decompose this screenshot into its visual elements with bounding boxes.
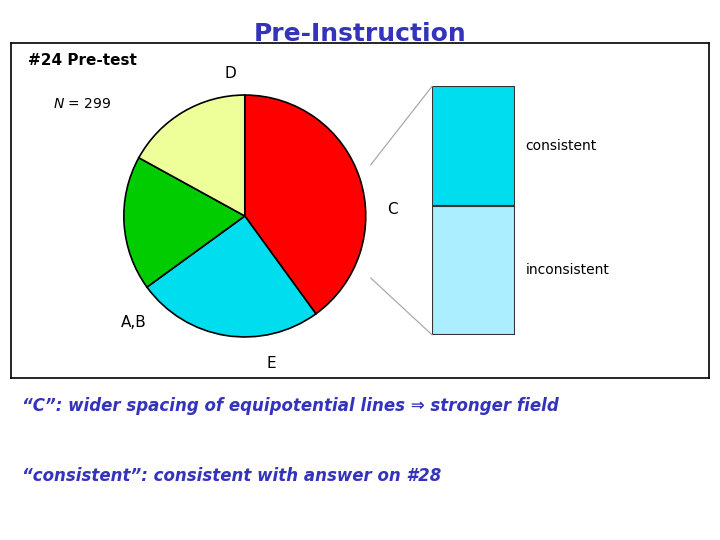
Wedge shape (124, 158, 245, 287)
Text: inconsistent: inconsistent (526, 263, 609, 277)
Bar (432, 86, 515, 206)
Text: $\it{N}$ = 299: $\it{N}$ = 299 (53, 97, 111, 111)
Text: #24 Pre-test: #24 Pre-test (28, 53, 137, 68)
Text: Pre-Instruction: Pre-Instruction (253, 22, 467, 45)
Bar (432, 206, 515, 335)
Text: consistent: consistent (526, 139, 597, 153)
Text: A,B: A,B (121, 315, 146, 330)
Text: “consistent”: consistent with answer on #28: “consistent”: consistent with answer on … (22, 467, 441, 485)
Wedge shape (245, 95, 366, 314)
Text: C: C (387, 202, 397, 218)
Text: D: D (225, 66, 236, 81)
Wedge shape (139, 95, 245, 216)
Wedge shape (147, 216, 316, 337)
Text: “C”: wider spacing of equipotential lines ⇒ stronger field: “C”: wider spacing of equipotential line… (22, 397, 558, 415)
Text: E: E (266, 356, 276, 371)
